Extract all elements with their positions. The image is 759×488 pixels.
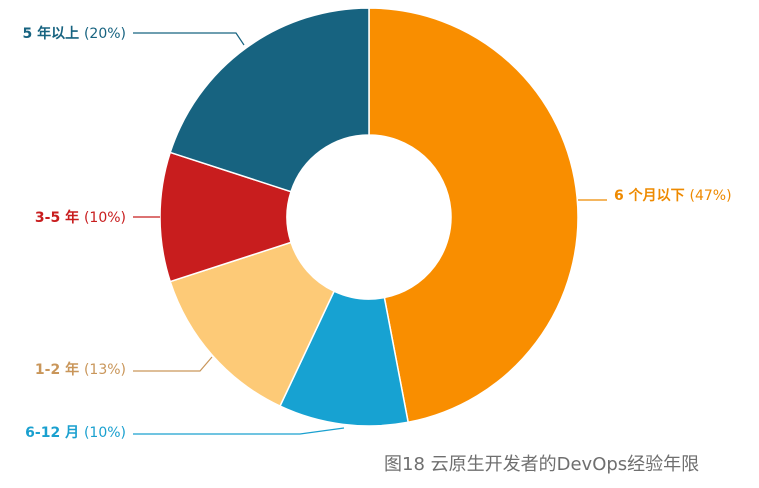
slice-label-5: 5 年以上 (20%) bbox=[22, 25, 126, 42]
leader-line-5 bbox=[133, 32, 245, 46]
leader-line-3 bbox=[133, 356, 213, 372]
slice-3 bbox=[169, 241, 336, 408]
slice-label-2: 6-12 月 (10%) bbox=[25, 425, 126, 441]
slice-label-1: 6 个月以下 (47%) bbox=[614, 187, 732, 204]
slice-5 bbox=[169, 7, 370, 193]
figure-caption: 图18 云原生开发者的DevOps经验年限 bbox=[384, 454, 700, 475]
slice-1 bbox=[368, 7, 579, 424]
slice-label-3: 1-2 年 (13%) bbox=[35, 361, 126, 378]
leader-line-2 bbox=[133, 427, 345, 435]
slice-label-4: 3-5 年 (10%) bbox=[35, 209, 126, 226]
